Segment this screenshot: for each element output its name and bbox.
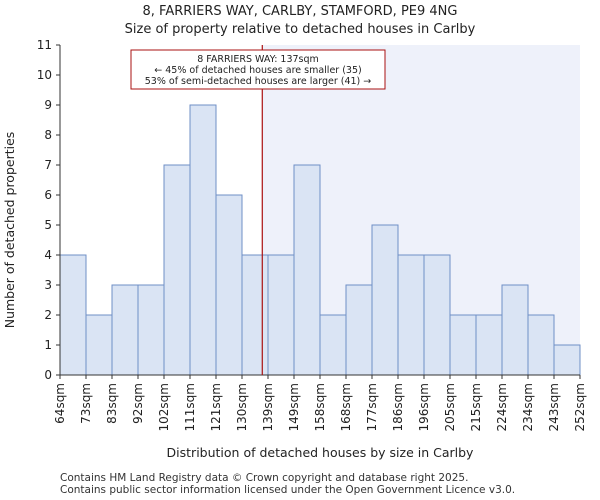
y-tick-label: 11 (37, 38, 52, 52)
y-tick-label: 9 (44, 98, 52, 112)
y-tick-label: 1 (44, 338, 52, 352)
bar (137, 284, 165, 376)
annotation-line: ← 45% of detached houses are smaller (35… (154, 65, 361, 76)
bar (501, 284, 529, 376)
y-tick-label: 5 (44, 218, 52, 232)
x-tick-label: 186sqm (391, 383, 405, 431)
y-tick-label: 3 (44, 278, 52, 292)
x-tick-label: 196sqm (417, 383, 431, 431)
x-tick-label: 64sqm (53, 383, 67, 424)
x-tick-label: 224sqm (495, 383, 509, 431)
bar (397, 254, 425, 376)
bar (241, 254, 269, 376)
chart-subtitle: Size of property relative to detached ho… (124, 22, 476, 37)
x-tick-label: 177sqm (365, 383, 379, 431)
bar (189, 104, 217, 376)
bar (293, 164, 321, 376)
chart-title: 8, FARRIERS WAY, CARLBY, STAMFORD, PE9 4… (142, 4, 458, 19)
x-axis-title: Distribution of detached houses by size … (167, 445, 474, 460)
bar (475, 314, 503, 376)
annotation-box (130, 49, 386, 90)
x-tick-label: 234sqm (521, 383, 535, 431)
bar (319, 314, 347, 376)
y-tick-label: 8 (44, 128, 52, 142)
bar (553, 344, 581, 376)
y-axis-title: Number of detached properties (2, 132, 17, 329)
y-tick-label: 6 (44, 188, 52, 202)
footer-line-2: Contains public sector information licen… (60, 484, 516, 496)
x-tick-label: 130sqm (235, 383, 249, 431)
bar (527, 314, 555, 376)
bar (163, 164, 191, 376)
x-tick-label: 73sqm (79, 383, 93, 424)
x-tick-label: 158sqm (313, 383, 327, 431)
bar (215, 194, 243, 376)
x-tick-label: 252sqm (573, 383, 587, 431)
x-tick-label: 215sqm (469, 383, 483, 431)
y-tick-label: 4 (44, 248, 52, 262)
x-tick-label: 205sqm (443, 383, 457, 431)
bar (85, 314, 113, 376)
x-tick-label: 243sqm (547, 383, 561, 431)
bar (449, 314, 477, 376)
x-tick-label: 121sqm (209, 383, 223, 431)
footer-line-1: Contains HM Land Registry data © Crown c… (60, 472, 469, 484)
bar (423, 254, 451, 376)
x-tick-label: 149sqm (287, 383, 301, 431)
y-tick-label: 10 (37, 68, 52, 82)
y-tick-label: 2 (44, 308, 52, 322)
x-tick-label: 139sqm (261, 383, 275, 431)
bar (345, 284, 373, 376)
bar (111, 284, 139, 376)
x-tick-label: 83sqm (105, 383, 119, 424)
annotation-line: 8 FARRIERS WAY: 137sqm (197, 54, 319, 65)
y-tick-label: 7 (44, 158, 52, 172)
x-tick-label: 111sqm (183, 383, 197, 431)
x-tick-label: 102sqm (157, 383, 171, 431)
bar (59, 254, 87, 376)
x-tick-label: 168sqm (339, 383, 353, 431)
annotation-line: 53% of semi-detached houses are larger (… (145, 76, 372, 87)
bar (371, 224, 399, 376)
x-tick-label: 92sqm (131, 383, 145, 424)
bar (267, 254, 295, 376)
y-tick-label: 0 (44, 368, 52, 382)
